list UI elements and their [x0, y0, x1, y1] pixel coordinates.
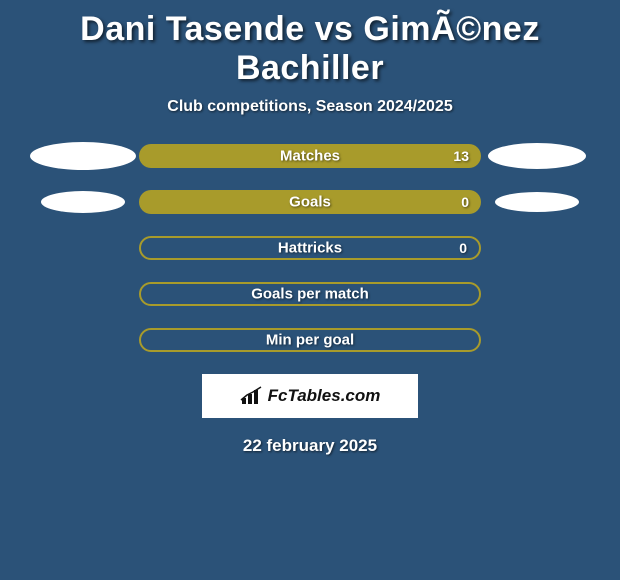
stat-label: Matches	[280, 148, 340, 165]
stat-row: Hattricks 0	[0, 236, 620, 260]
stat-label: Goals per match	[251, 286, 369, 303]
footer-date: 22 february 2025	[0, 436, 620, 456]
stat-bar: Matches 13	[139, 144, 481, 168]
left-side	[27, 142, 139, 170]
right-ellipse	[488, 143, 586, 169]
page-title: Dani Tasende vs GimÃ©nez Bachiller	[0, 4, 620, 90]
right-side	[481, 143, 593, 169]
logo-box: FcTables.com	[202, 374, 418, 418]
left-ellipse	[41, 191, 125, 213]
stat-bar: Hattricks 0	[139, 236, 481, 260]
stat-bar: Min per goal	[139, 328, 481, 352]
stat-label: Goals	[289, 194, 331, 211]
stat-row: Goals per match	[0, 282, 620, 306]
stat-label: Hattricks	[278, 240, 342, 257]
comparison-rows: Matches 13 Goals 0 Hattricks 0 Goals per match…	[0, 144, 620, 352]
right-ellipse	[495, 192, 579, 212]
left-side	[27, 191, 139, 213]
stat-value: 0	[461, 194, 469, 210]
stat-value: 0	[459, 240, 467, 256]
bar-chart-icon	[240, 386, 264, 406]
logo-text: FcTables.com	[268, 386, 381, 406]
left-ellipse	[30, 142, 136, 170]
stat-row: Goals 0	[0, 190, 620, 214]
stat-bar: Goals 0	[139, 190, 481, 214]
right-side	[481, 192, 593, 212]
stat-label: Min per goal	[266, 332, 354, 349]
stat-row: Min per goal	[0, 328, 620, 352]
stat-value: 13	[453, 148, 469, 164]
stat-row: Matches 13	[0, 144, 620, 168]
stat-bar: Goals per match	[139, 282, 481, 306]
page-subtitle: Club competitions, Season 2024/2025	[0, 98, 620, 116]
